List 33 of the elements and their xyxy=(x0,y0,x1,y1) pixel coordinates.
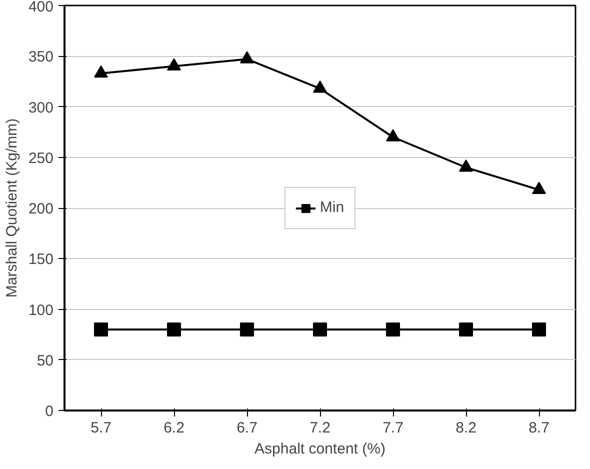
x-tick-label: 8.2 xyxy=(456,420,476,436)
point xyxy=(532,322,546,336)
point xyxy=(313,322,327,336)
x-tick-label: 8.7 xyxy=(528,420,550,436)
point xyxy=(532,182,546,194)
x-tick-label: 6.7 xyxy=(236,420,258,436)
point xyxy=(459,159,473,172)
point xyxy=(94,322,108,336)
point xyxy=(386,322,400,336)
point xyxy=(167,58,181,71)
point xyxy=(167,322,181,336)
y-tick-label: 350 xyxy=(28,48,54,66)
point xyxy=(459,322,473,336)
point xyxy=(240,322,254,336)
x-axis-title: Asphalt content (%) xyxy=(254,440,386,458)
x-tick-label: 7.2 xyxy=(310,420,330,436)
point xyxy=(386,129,400,142)
x-tick-label: 5.7 xyxy=(90,420,112,436)
y-tick-label: 50 xyxy=(36,352,54,370)
legend-label: Min xyxy=(320,199,344,216)
y-tick-label: 400 xyxy=(28,0,54,16)
y-tick-label: 100 xyxy=(28,302,54,319)
y-tick-label: 250 xyxy=(28,150,54,167)
x-tick-label: 7.7 xyxy=(382,420,404,436)
y-tick-label: 200 xyxy=(28,200,54,218)
point xyxy=(94,65,108,78)
y-tick-label: 150 xyxy=(28,251,54,268)
y-tick-label: 300 xyxy=(28,99,54,116)
y-axis-title: Marshall Quotient (Kg/mm) xyxy=(3,118,20,298)
y-tick-label: 0 xyxy=(45,403,54,420)
point xyxy=(240,51,254,64)
point xyxy=(313,80,327,93)
x-tick-label: 6.2 xyxy=(164,420,184,436)
